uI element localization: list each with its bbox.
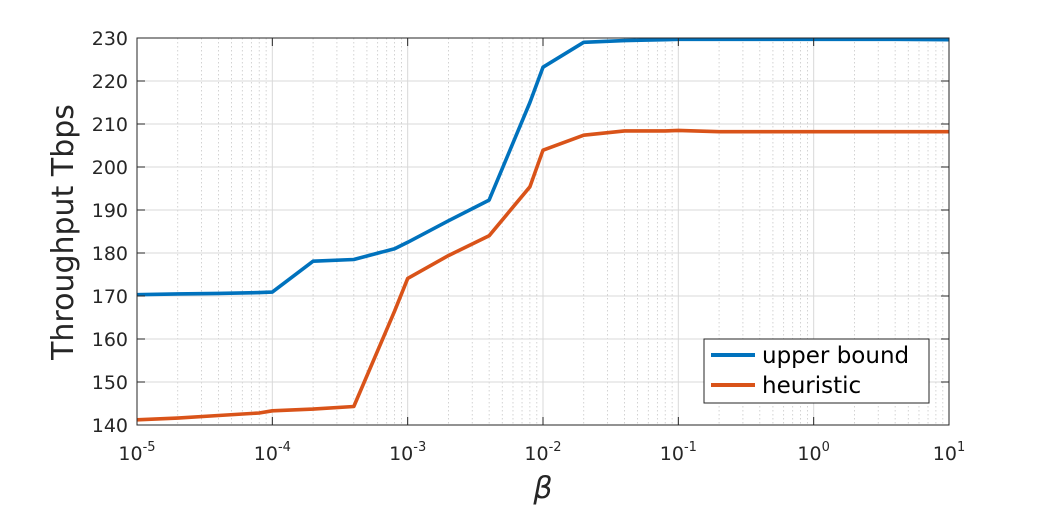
series-lines xyxy=(136,37,950,422)
y-tick-label: 150 xyxy=(92,372,128,394)
series-line-heuristic xyxy=(136,128,949,422)
x-tick-label: 10-3 xyxy=(389,440,426,465)
x-tick-label: 10-5 xyxy=(118,440,155,465)
y-tick-label: 220 xyxy=(92,71,128,93)
axis-ticks: 10-5 10-4 10-3 10-2 10-1 100 101 140 150 160 170 18… xyxy=(92,28,966,465)
y-tick-label: 140 xyxy=(92,415,128,437)
x-tick-label: 10-4 xyxy=(254,440,291,465)
y-tick-label: 210 xyxy=(92,114,128,136)
series-line-upper-bound xyxy=(136,37,950,297)
y-tick-label: 200 xyxy=(92,157,128,179)
x-tick-label: 10-1 xyxy=(660,440,697,465)
legend-label-heuristic: heuristic xyxy=(762,373,861,399)
y-axis-label: Throughput Tbps xyxy=(46,104,81,361)
y-tick-label: 230 xyxy=(92,28,128,50)
x-tick-label: 10-2 xyxy=(524,440,561,465)
y-tick-label: 180 xyxy=(92,243,128,265)
x-axis-label: β xyxy=(532,471,552,506)
y-tick-label: 160 xyxy=(92,329,128,351)
legend: upper bound heuristic xyxy=(703,338,930,404)
y-tick-label: 190 xyxy=(92,200,128,222)
y-tick-label: 170 xyxy=(92,286,128,308)
legend-label-upper-bound: upper bound xyxy=(762,343,909,369)
x-tick-label: 100 xyxy=(797,440,829,465)
x-tick-label: 101 xyxy=(933,440,965,465)
legend-box xyxy=(703,338,930,404)
